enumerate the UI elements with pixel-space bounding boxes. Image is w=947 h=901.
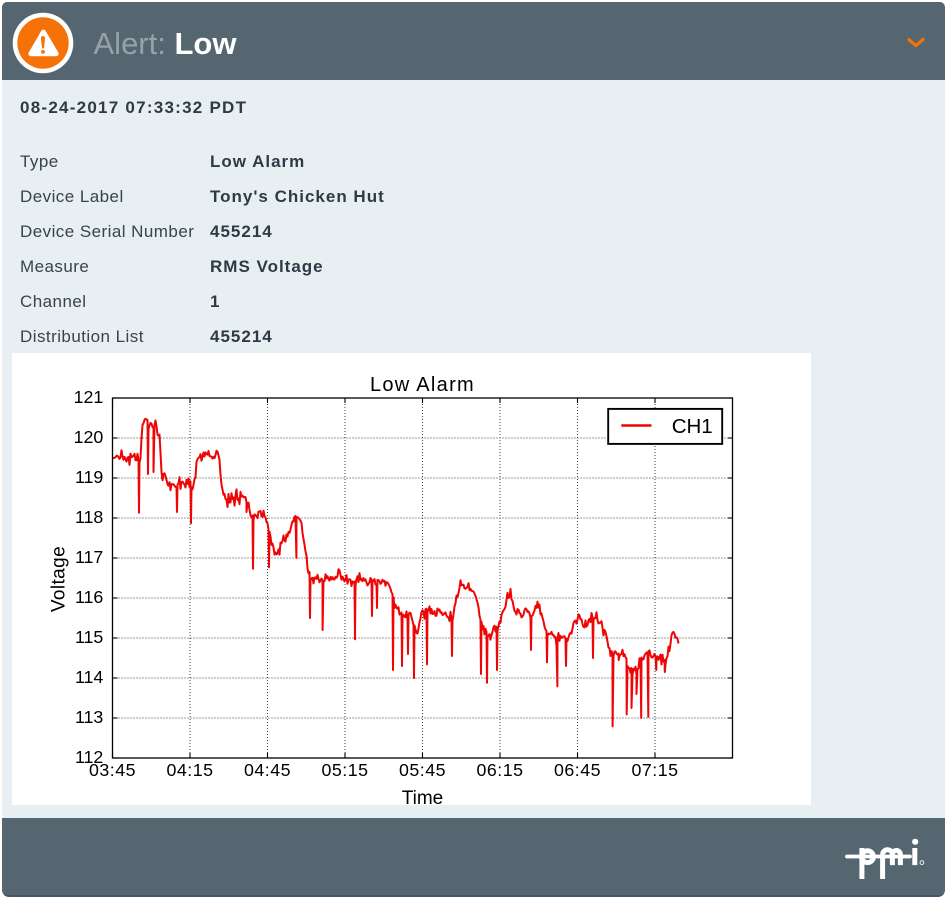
svg-text:120: 120 [74, 427, 104, 447]
svg-text:112: 112 [75, 747, 103, 767]
svg-text:04:15: 04:15 [167, 760, 214, 780]
svg-text:06:45: 06:45 [554, 760, 601, 780]
svg-text:04:45: 04:45 [244, 760, 291, 780]
svg-text:115: 115 [75, 627, 103, 647]
svg-text:118: 118 [75, 507, 103, 527]
svg-text:CH1: CH1 [672, 415, 713, 438]
svg-text:05:15: 05:15 [322, 760, 369, 780]
svg-text:Low Alarm: Low Alarm [370, 374, 475, 396]
svg-text:03:45: 03:45 [89, 760, 136, 780]
svg-text:Time: Time [402, 788, 444, 805]
svg-text:121: 121 [74, 387, 104, 407]
svg-text:06:15: 06:15 [477, 760, 524, 780]
svg-text:113: 113 [75, 707, 103, 727]
svg-text:07:15: 07:15 [632, 760, 679, 780]
svg-text:116: 116 [75, 587, 103, 607]
svg-text:119: 119 [75, 467, 103, 487]
svg-text:114: 114 [75, 667, 103, 687]
svg-text:Voltage: Voltage [49, 546, 70, 612]
svg-text:05:45: 05:45 [399, 760, 446, 780]
svg-text:117: 117 [75, 547, 103, 567]
